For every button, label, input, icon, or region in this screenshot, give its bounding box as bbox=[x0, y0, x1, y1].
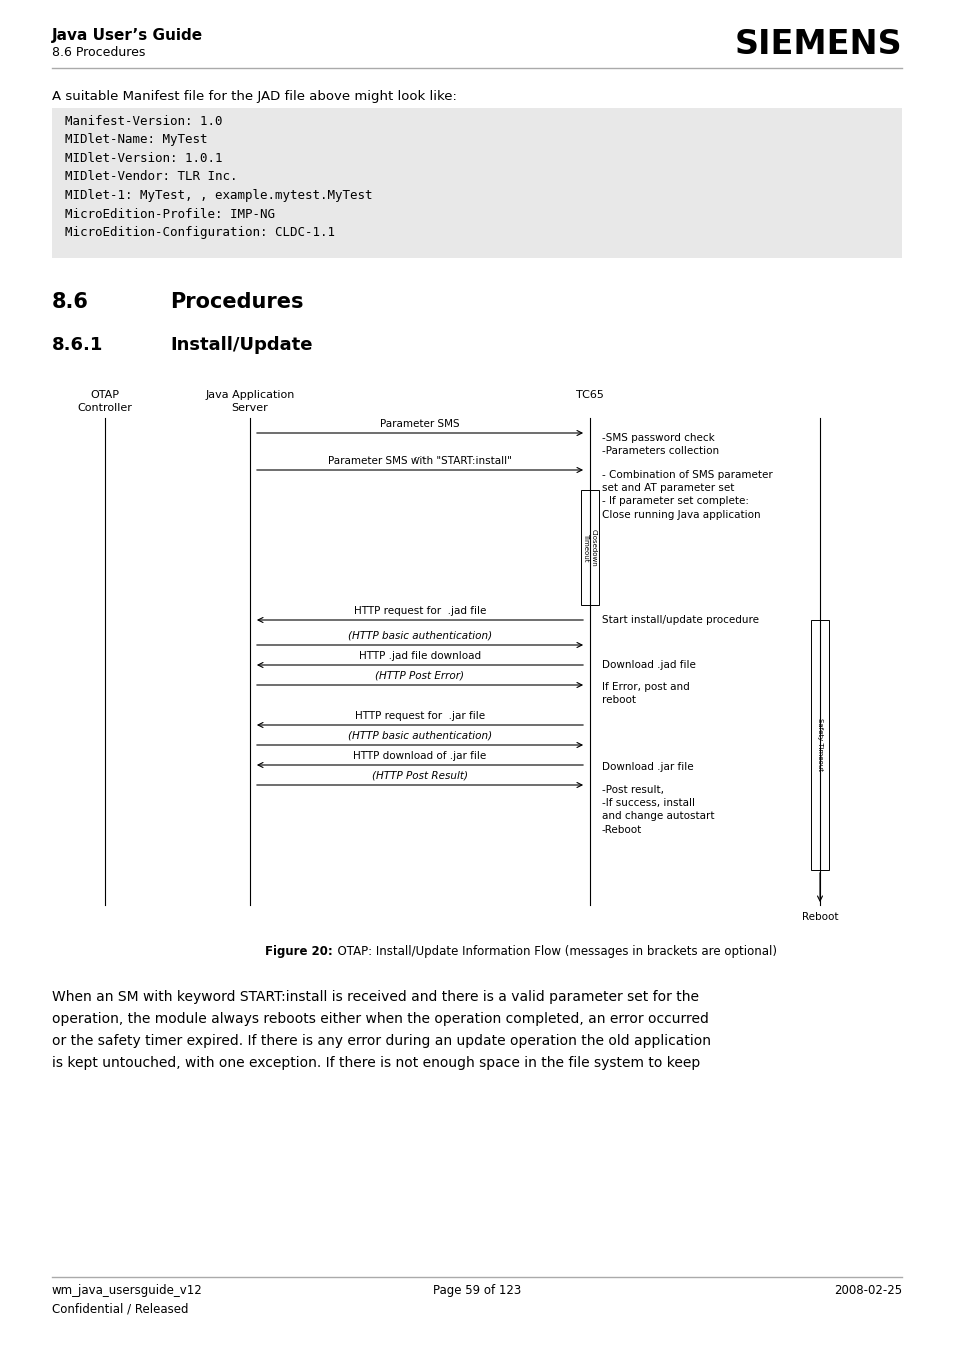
Text: MicroEdition-Configuration: CLDC-1.1: MicroEdition-Configuration: CLDC-1.1 bbox=[65, 226, 335, 239]
Text: If Error, post and
reboot: If Error, post and reboot bbox=[601, 682, 689, 705]
Text: -SMS password check
-Parameters collection: -SMS password check -Parameters collecti… bbox=[601, 434, 719, 457]
Text: wm_java_usersguide_v12: wm_java_usersguide_v12 bbox=[52, 1283, 203, 1297]
Text: Confidential / Released: Confidential / Released bbox=[52, 1302, 189, 1315]
Text: HTTP request for  .jad file: HTTP request for .jad file bbox=[354, 607, 486, 616]
Text: Parameter SMS: Parameter SMS bbox=[380, 419, 459, 430]
Text: A suitable Manifest file for the JAD file above might look like:: A suitable Manifest file for the JAD fil… bbox=[52, 91, 456, 103]
Text: Download .jad file: Download .jad file bbox=[601, 661, 695, 670]
Bar bbox=[580, 490, 598, 605]
Text: (HTTP Post Error): (HTTP Post Error) bbox=[375, 671, 464, 681]
Text: (HTTP Post Result): (HTTP Post Result) bbox=[372, 771, 468, 781]
Bar bbox=[810, 620, 828, 870]
Text: 8.6.1: 8.6.1 bbox=[52, 336, 103, 354]
Text: When an SM with keyword START:install is received and there is a valid parameter: When an SM with keyword START:install is… bbox=[52, 990, 699, 1004]
Text: OTAP: Install/Update Information Flow (messages in brackets are optional): OTAP: Install/Update Information Flow (m… bbox=[330, 944, 776, 958]
Text: Manifest-Version: 1.0: Manifest-Version: 1.0 bbox=[65, 115, 222, 128]
FancyBboxPatch shape bbox=[52, 108, 901, 258]
Text: Reboot: Reboot bbox=[801, 912, 838, 921]
Text: ...: ... bbox=[414, 449, 426, 462]
Text: (HTTP basic authentication): (HTTP basic authentication) bbox=[348, 631, 492, 640]
Text: (HTTP basic authentication): (HTTP basic authentication) bbox=[348, 731, 492, 740]
Text: Parameter SMS with "START:install": Parameter SMS with "START:install" bbox=[328, 457, 512, 466]
Text: HTTP .jad file download: HTTP .jad file download bbox=[358, 651, 480, 661]
Text: Safety Timeout: Safety Timeout bbox=[816, 719, 822, 771]
Text: Download .jar file: Download .jar file bbox=[601, 762, 693, 771]
Text: Page 59 of 123: Page 59 of 123 bbox=[433, 1283, 520, 1297]
Text: Procedures: Procedures bbox=[170, 292, 303, 312]
Text: MicroEdition-Profile: IMP-NG: MicroEdition-Profile: IMP-NG bbox=[65, 208, 274, 220]
Text: - Combination of SMS parameter
set and AT parameter set
- If parameter set compl: - Combination of SMS parameter set and A… bbox=[601, 470, 772, 520]
Text: TC65: TC65 bbox=[576, 390, 603, 400]
Text: HTTP request for  .jar file: HTTP request for .jar file bbox=[355, 711, 484, 721]
Text: Install/Update: Install/Update bbox=[170, 336, 313, 354]
Text: Start install/update procedure: Start install/update procedure bbox=[601, 615, 759, 626]
Text: Closedown
Timeout: Closedown Timeout bbox=[583, 528, 596, 566]
Text: Figure 20:: Figure 20: bbox=[265, 944, 333, 958]
Text: MIDlet-1: MyTest, , example.mytest.MyTest: MIDlet-1: MyTest, , example.mytest.MyTes… bbox=[65, 189, 372, 203]
Text: Java Application
Server: Java Application Server bbox=[205, 390, 294, 413]
Text: OTAP
Controller: OTAP Controller bbox=[77, 390, 132, 413]
Text: operation, the module always reboots either when the operation completed, an err: operation, the module always reboots eit… bbox=[52, 1012, 708, 1025]
Text: or the safety timer expired. If there is any error during an update operation th: or the safety timer expired. If there is… bbox=[52, 1034, 710, 1048]
Text: SIEMENS: SIEMENS bbox=[734, 28, 901, 61]
Text: 8.6 Procedures: 8.6 Procedures bbox=[52, 46, 145, 59]
Text: MIDlet-Vendor: TLR Inc.: MIDlet-Vendor: TLR Inc. bbox=[65, 170, 237, 184]
Text: MIDlet-Version: 1.0.1: MIDlet-Version: 1.0.1 bbox=[65, 153, 222, 165]
Text: 8.6: 8.6 bbox=[52, 292, 89, 312]
Text: Java User’s Guide: Java User’s Guide bbox=[52, 28, 203, 43]
Text: is kept untouched, with one exception. If there is not enough space in the file : is kept untouched, with one exception. I… bbox=[52, 1056, 700, 1070]
Text: 2008-02-25: 2008-02-25 bbox=[833, 1283, 901, 1297]
Text: -Post result,
-If success, install
and change autostart
-Reboot: -Post result, -If success, install and c… bbox=[601, 785, 714, 835]
Text: HTTP download of .jar file: HTTP download of .jar file bbox=[353, 751, 486, 761]
Text: MIDlet-Name: MyTest: MIDlet-Name: MyTest bbox=[65, 134, 208, 146]
